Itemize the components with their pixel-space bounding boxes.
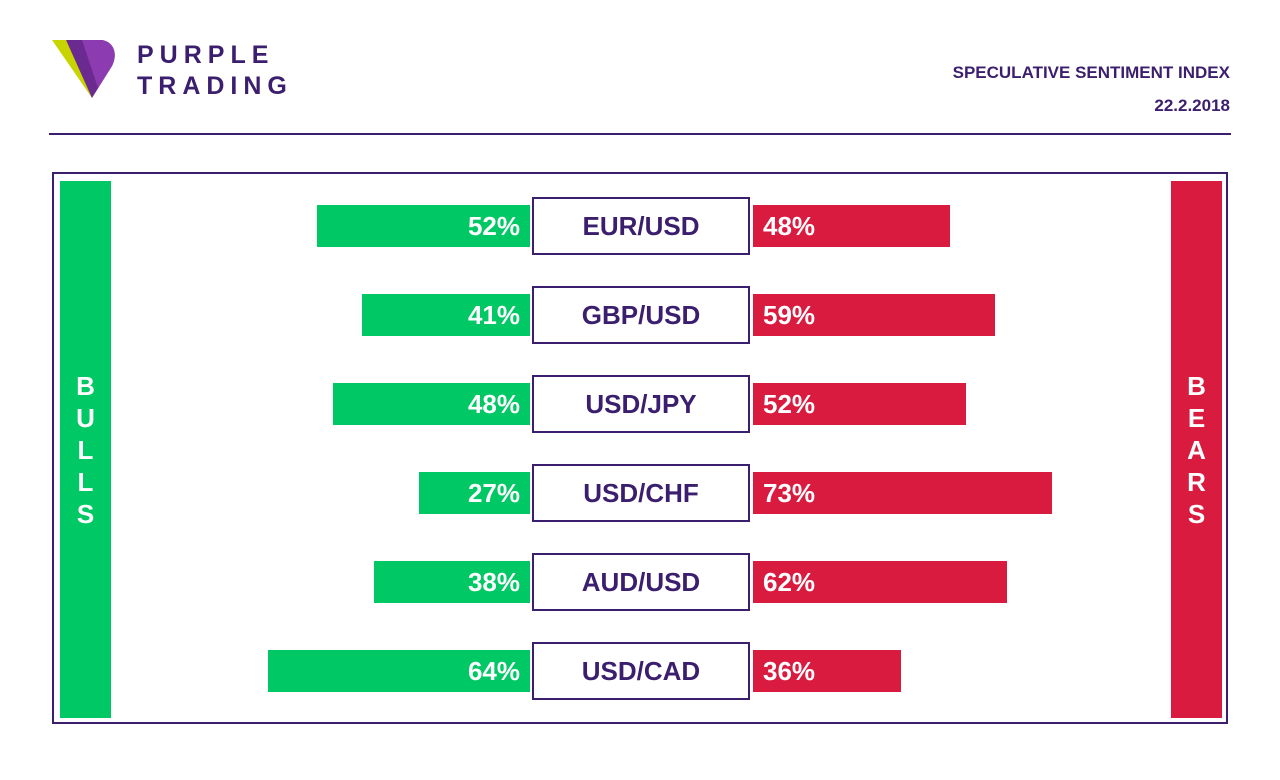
sentiment-row: 38% AUD/USD 62% [0,553,1280,611]
bears-letter: R [1187,466,1206,497]
sentiment-row: 48% USD/JPY 52% [0,375,1280,433]
bears-bar: 48% [753,205,950,247]
bulls-letter: U [76,402,95,433]
brand-line-1: PURPLE [137,41,275,69]
bears-bar: 36% [753,650,901,692]
report-date: 22.2.2018 [1154,96,1230,115]
bulls-bar: 41% [361,294,530,336]
bulls-letter: B [76,370,95,401]
bulls-bar: 48% [333,383,530,425]
bears-letter: S [1187,498,1206,529]
report-header: SPECULATIVE SENTIMENT INDEX 22.2.2018 [953,56,1230,122]
sentiment-row: 27% USD/CHF 73% [0,464,1280,522]
sentiment-row: 64% USD/CAD 36% [0,642,1280,700]
currency-pair-label: USD/CHF [532,464,750,522]
brand-wordmark: PURPLE TRADING [137,40,293,102]
bears-bar: 59% [753,294,995,336]
bears-letter: A [1187,434,1206,465]
bears-bar: 62% [753,561,1008,603]
bulls-bar: 27% [419,472,530,514]
bears-letter: E [1187,402,1206,433]
bulls-bar: 52% [316,205,530,247]
currency-pair-label: EUR/USD [532,197,750,255]
bulls-letter: L [77,466,94,497]
sentiment-row: 41% GBP/USD 59% [0,286,1280,344]
bears-letter: B [1187,370,1206,401]
brand-line-2: TRADING [137,72,293,100]
bulls-bar: 64% [267,650,530,692]
sentiment-row: 52% EUR/USD 48% [0,197,1280,255]
bulls-letter: S [76,498,95,529]
purple-trading-logo-icon [52,40,115,98]
bulls-letter: L [77,434,94,465]
currency-pair-label: AUD/USD [532,553,750,611]
report-title: SPECULATIVE SENTIMENT INDEX [952,63,1230,82]
header-divider [49,133,1231,135]
bears-bar: 52% [753,383,967,425]
currency-pair-label: USD/CAD [532,642,750,700]
bulls-bar: 38% [374,561,530,603]
currency-pair-label: USD/JPY [532,375,750,433]
chart-frame [52,172,1228,724]
currency-pair-label: GBP/USD [532,286,750,344]
bears-bar: 73% [753,472,1053,514]
